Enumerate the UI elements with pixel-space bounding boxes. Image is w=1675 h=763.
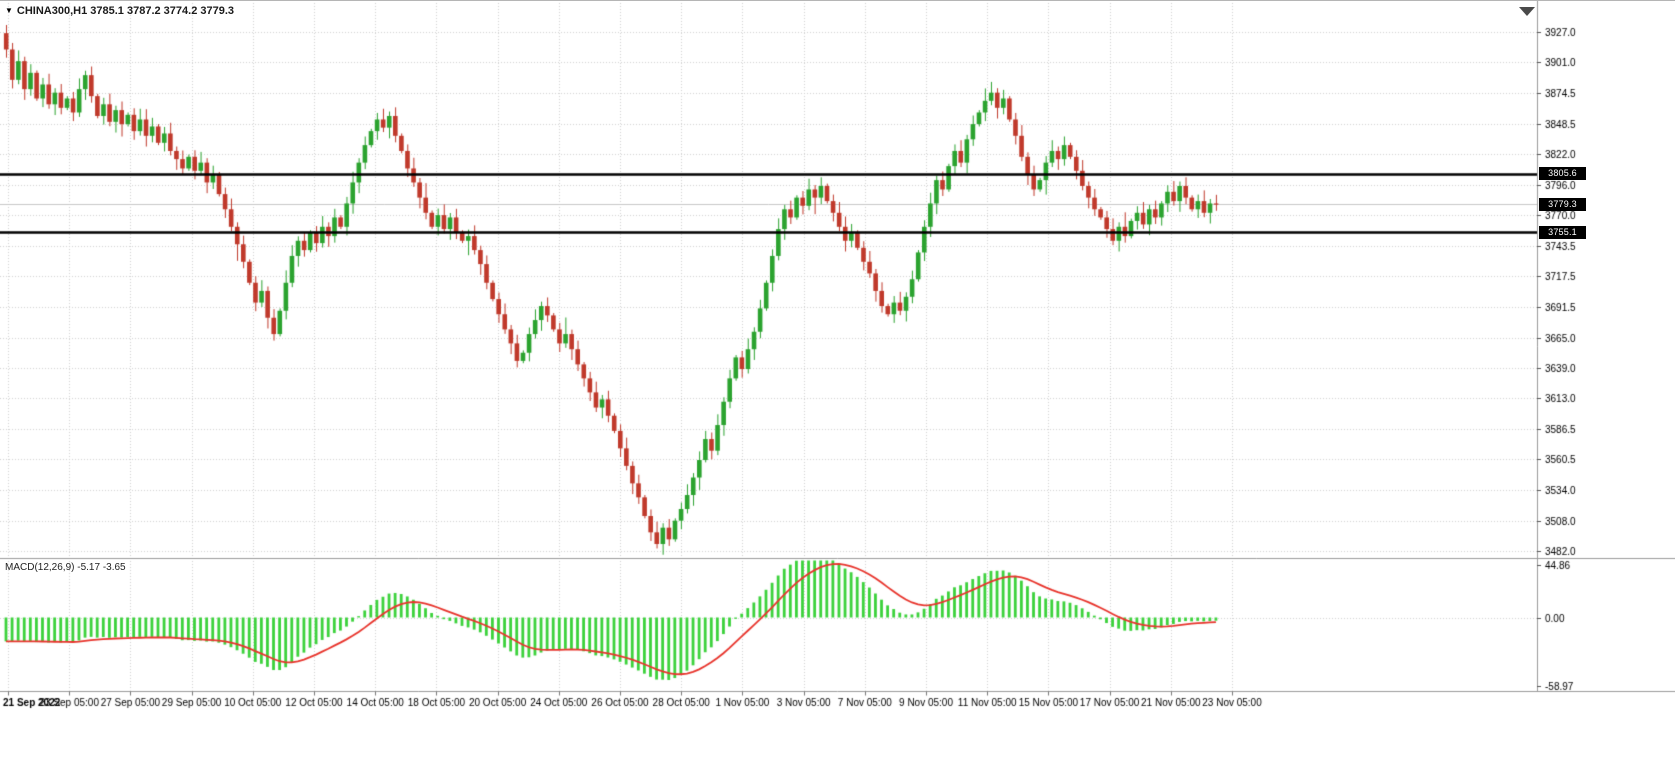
symbol-dropdown-icon: ▼ xyxy=(5,6,13,15)
price-badge-resistance: 3805.6 xyxy=(1539,167,1586,181)
symbol-label: ▼ CHINA300,H1 3785.1 3787.2 3774.2 3779.… xyxy=(5,5,234,17)
chart-shift-marker-icon[interactable] xyxy=(1519,7,1535,16)
price-badge-support: 3755.1 xyxy=(1539,225,1586,239)
symbol-ohlc-text: CHINA300,H1 3785.1 3787.2 3774.2 3779.3 xyxy=(16,5,235,17)
price-badge-current: 3779.3 xyxy=(1539,197,1586,211)
macd-indicator-label: MACD(12,26,9) -5.17 -3.65 xyxy=(5,562,126,573)
